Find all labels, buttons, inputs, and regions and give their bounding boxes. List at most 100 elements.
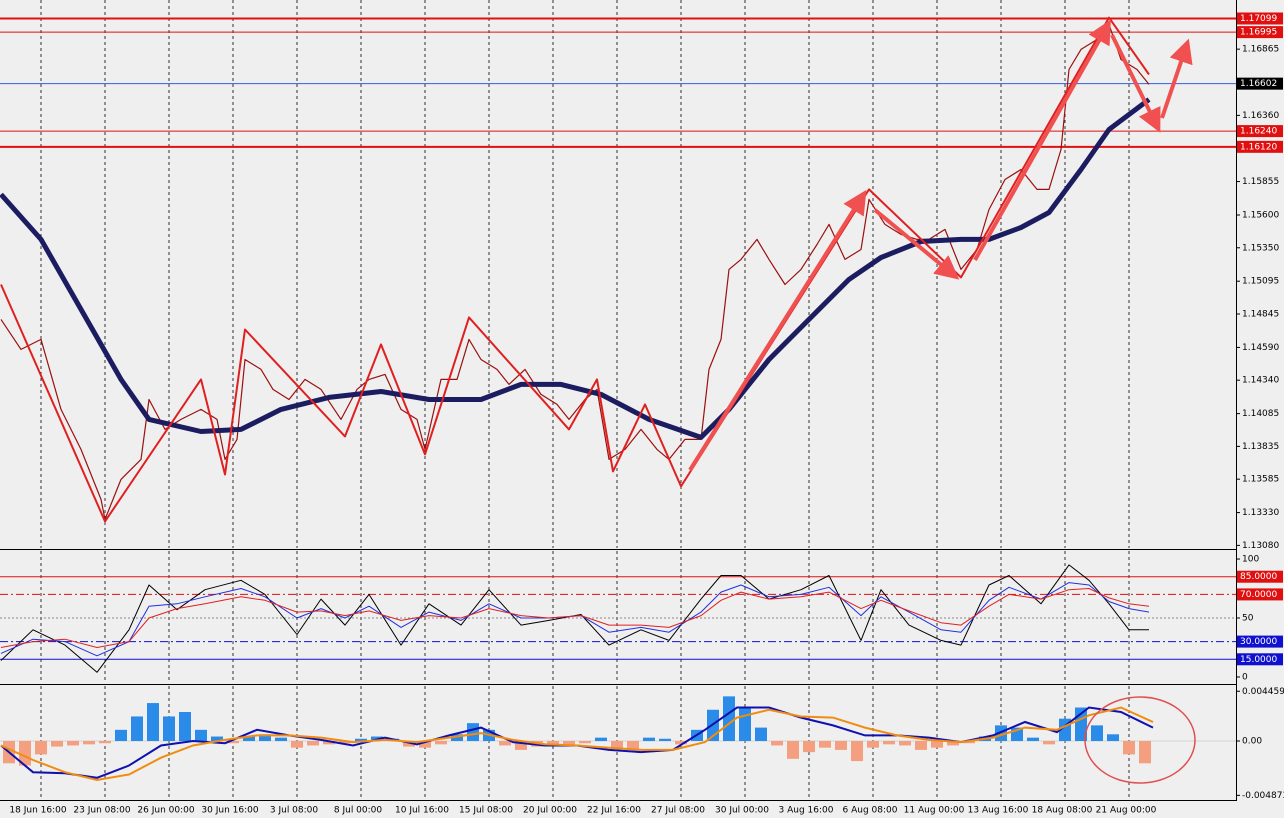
x-tick-label: 13 Aug 16:00 bbox=[968, 806, 1029, 816]
histogram-bar bbox=[579, 740, 591, 744]
histogram-bar bbox=[659, 738, 671, 741]
level-box bbox=[1237, 140, 1283, 153]
histogram-bar bbox=[435, 740, 447, 745]
x-tick-label: 11 Aug 00:00 bbox=[904, 806, 965, 816]
histogram-bar bbox=[819, 740, 831, 748]
histogram-bar bbox=[899, 740, 911, 746]
x-tick-label: 30 Jun 16:00 bbox=[201, 806, 258, 816]
histogram-bar bbox=[723, 696, 735, 741]
histogram-bar bbox=[803, 740, 815, 753]
arrow bbox=[1160, 38, 1193, 119]
level-label: 1.17099 bbox=[1240, 14, 1277, 24]
x-tick-label: 23 Jun 08:00 bbox=[73, 806, 130, 816]
histogram-bar bbox=[563, 740, 575, 746]
histogram-bar bbox=[51, 740, 63, 747]
histogram-bar bbox=[1091, 725, 1103, 741]
histogram-bar bbox=[339, 740, 351, 744]
series-line bbox=[0, 16, 1150, 523]
series-line bbox=[0, 97, 1151, 440]
y-tick-label: 1.13585 bbox=[1242, 475, 1279, 485]
y-tick-label: 1.13080 bbox=[1242, 541, 1279, 551]
histogram-bar bbox=[467, 723, 479, 741]
y-tick-label: 1.13330 bbox=[1242, 508, 1279, 518]
arrow bbox=[688, 189, 867, 472]
histogram-bar bbox=[403, 740, 415, 747]
arrow bbox=[873, 208, 960, 280]
x-tick-label: 3 Aug 16:00 bbox=[779, 806, 834, 816]
level-box bbox=[1237, 570, 1283, 583]
histogram-bar bbox=[547, 740, 559, 745]
histogram-bar bbox=[275, 737, 287, 741]
histogram-bar bbox=[323, 740, 335, 745]
histogram-bar bbox=[419, 740, 431, 748]
histogram-bar bbox=[355, 738, 367, 741]
level-label: 1.16995 bbox=[1240, 28, 1277, 38]
histogram-bar bbox=[1139, 740, 1151, 764]
x-tick-label: 26 Jun 00:00 bbox=[137, 806, 194, 816]
histogram-bar bbox=[451, 734, 463, 741]
histogram-bar bbox=[307, 740, 319, 746]
y-tick-label: 1.15095 bbox=[1242, 277, 1279, 287]
histogram-bar bbox=[259, 734, 271, 741]
histogram-bar bbox=[627, 740, 639, 750]
histogram-bar bbox=[755, 727, 767, 741]
y-tick-label: -0.004873 bbox=[1242, 791, 1284, 801]
x-tick-label: 3 Jul 08:00 bbox=[270, 806, 319, 816]
histogram-bar bbox=[787, 740, 799, 759]
level-label: 1.16120 bbox=[1240, 142, 1277, 152]
x-tick-label: 8 Jul 00:00 bbox=[334, 806, 383, 816]
level-label: 85.0000 bbox=[1240, 572, 1277, 582]
histogram-bar bbox=[915, 740, 927, 750]
arrow bbox=[973, 19, 1111, 261]
y-tick-label: 0.00 bbox=[1242, 736, 1262, 746]
histogram-bar bbox=[963, 740, 975, 744]
level-label: 70.0000 bbox=[1240, 590, 1277, 600]
histogram-bar bbox=[931, 740, 943, 748]
level-box bbox=[1237, 635, 1283, 648]
histogram-bar bbox=[83, 740, 95, 745]
histogram-bar bbox=[867, 740, 879, 748]
histogram-bar bbox=[947, 740, 959, 746]
y-tick-label: 1.16360 bbox=[1242, 111, 1279, 121]
level-label: 30.0000 bbox=[1240, 637, 1277, 647]
x-tick-label: 27 Jul 08:00 bbox=[651, 806, 705, 816]
histogram-bar bbox=[675, 740, 687, 745]
level-label: 1.16240 bbox=[1240, 127, 1277, 137]
series-line bbox=[0, 582, 1150, 657]
level-box bbox=[1237, 588, 1283, 601]
histogram-bar bbox=[515, 740, 527, 750]
x-tick-label: 21 Aug 00:00 bbox=[1096, 806, 1157, 816]
y-tick-label: 0.0044593 bbox=[1242, 687, 1284, 697]
x-tick-label: 18 Jun 16:00 bbox=[9, 806, 66, 816]
level-box bbox=[1237, 125, 1283, 138]
histogram-bar bbox=[739, 707, 751, 741]
highlight-circle bbox=[1084, 696, 1196, 784]
histogram-bar bbox=[67, 740, 79, 746]
histogram-bar bbox=[243, 736, 255, 741]
signal-line bbox=[0, 706, 1154, 782]
y-tick-label: 1.15350 bbox=[1242, 243, 1279, 253]
histogram-bar bbox=[1043, 740, 1055, 745]
level-box bbox=[1237, 653, 1283, 666]
y-tick-label: 100 bbox=[1242, 555, 1259, 565]
level-box bbox=[1237, 26, 1283, 39]
histogram-bar bbox=[227, 740, 239, 744]
histogram-bar bbox=[35, 740, 47, 755]
x-tick-label: 10 Jul 16:00 bbox=[395, 806, 449, 816]
histogram-bar bbox=[883, 740, 895, 745]
y-tick-label: 1.14085 bbox=[1242, 409, 1279, 419]
histogram-bar bbox=[115, 729, 127, 741]
histogram-bar bbox=[995, 725, 1007, 741]
y-tick-label: 1.13835 bbox=[1242, 442, 1279, 452]
histogram-bar bbox=[851, 740, 863, 762]
y-tick-label: 0 bbox=[1242, 672, 1248, 682]
series-line bbox=[0, 588, 1150, 648]
level-box bbox=[1237, 12, 1283, 25]
histogram-bar bbox=[1107, 734, 1119, 741]
y-tick-label: 1.14340 bbox=[1242, 376, 1279, 386]
x-tick-label: 22 Jul 16:00 bbox=[587, 806, 641, 816]
histogram-bar bbox=[1123, 740, 1135, 755]
y-tick-label: 1.15600 bbox=[1242, 211, 1279, 221]
